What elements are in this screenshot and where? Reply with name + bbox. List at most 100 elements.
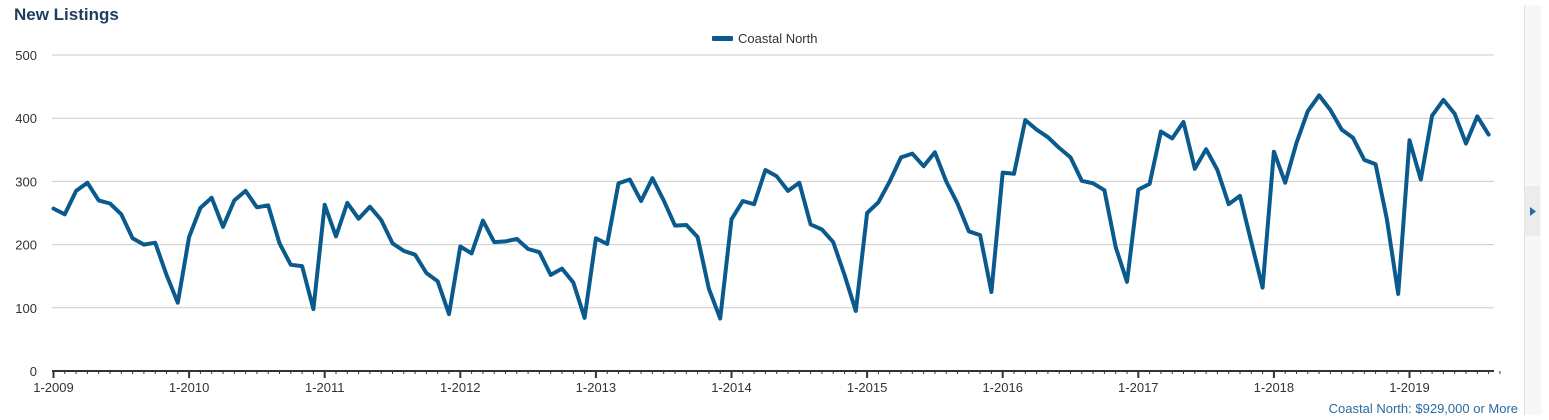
data-point[interactable] [1428,112,1436,120]
data-point[interactable] [95,196,103,204]
data-point[interactable] [1112,243,1120,251]
data-point[interactable] [1417,176,1425,184]
data-point[interactable] [1202,145,1210,153]
chart-legend[interactable]: Coastal North [712,31,817,46]
data-point[interactable] [1259,284,1267,292]
data-point[interactable] [886,177,894,185]
data-point[interactable] [1485,131,1493,139]
data-point[interactable] [920,162,928,170]
data-point[interactable] [1360,156,1368,164]
data-point[interactable] [648,174,656,182]
data-point[interactable] [863,209,871,217]
data-point[interactable] [1078,177,1086,185]
data-point[interactable] [1315,91,1323,99]
data-point[interactable] [434,277,442,285]
data-point[interactable] [287,261,295,269]
data-point[interactable] [276,239,284,247]
data-point[interactable] [535,248,543,256]
data-point[interactable] [603,240,611,248]
data-point[interactable] [61,210,69,218]
data-point[interactable] [1033,126,1041,134]
data-point[interactable] [185,233,193,241]
data-point[interactable] [739,197,747,205]
data-point[interactable] [999,169,1007,177]
data-point[interactable] [954,200,962,208]
data-point[interactable] [524,245,532,253]
data-point[interactable] [1180,118,1188,126]
data-point[interactable] [1067,153,1075,161]
data-point[interactable] [615,179,623,187]
data-point[interactable] [931,148,939,156]
data-point[interactable] [1338,126,1346,134]
data-point[interactable] [513,235,521,243]
data-point[interactable] [208,194,216,202]
data-point[interactable] [309,305,317,313]
data-point[interactable] [1247,238,1255,246]
data-point[interactable] [129,234,137,242]
data-point[interactable] [140,241,148,249]
data-point[interactable] [264,201,272,209]
data-point[interactable] [1304,107,1312,115]
data-point[interactable] [716,315,724,323]
data-point[interactable] [1281,179,1289,187]
data-point[interactable] [1055,144,1063,152]
data-point[interactable] [490,238,498,246]
data-point[interactable] [1044,133,1052,141]
data-point[interactable] [1134,186,1142,194]
data-point[interactable] [626,176,634,184]
data-point[interactable] [1451,110,1459,118]
data-point[interactable] [242,187,250,195]
data-point[interactable] [106,200,114,208]
data-point[interactable] [422,269,430,277]
data-point[interactable] [50,205,58,213]
data-point[interactable] [298,262,306,270]
data-point[interactable] [1406,136,1414,144]
data-point[interactable] [637,197,645,205]
data-point[interactable] [1293,139,1301,147]
data-point[interactable] [1146,180,1154,188]
data-point[interactable] [705,285,713,293]
series-line-coastal-north[interactable] [51,93,1491,321]
data-point[interactable] [366,203,374,211]
data-point[interactable] [897,153,905,161]
data-point[interactable] [987,288,995,296]
data-point[interactable] [874,198,882,206]
data-point[interactable] [1021,116,1029,124]
data-point[interactable] [1270,148,1278,156]
data-point[interactable] [230,196,238,204]
data-point[interactable] [784,187,792,195]
data-point[interactable] [942,177,950,185]
data-point[interactable] [807,220,815,228]
data-point[interactable] [795,179,803,187]
data-point[interactable] [1326,106,1334,114]
data-point[interactable] [196,204,204,212]
data-point[interactable] [1236,192,1244,200]
data-point[interactable] [547,271,555,279]
data-point[interactable] [671,222,679,230]
data-point[interactable] [1100,186,1108,194]
data-point[interactable] [1191,165,1199,173]
data-point[interactable] [83,179,91,187]
data-point[interactable] [151,239,159,247]
data-point[interactable] [694,233,702,241]
data-point[interactable] [445,310,453,318]
data-point[interactable] [1168,134,1176,142]
data-point[interactable] [174,299,182,307]
data-point[interactable] [1383,215,1391,223]
data-point[interactable] [761,166,769,174]
data-point[interactable] [468,249,476,257]
data-point[interactable] [456,242,464,250]
data-point[interactable] [818,225,826,233]
data-point[interactable] [321,201,329,209]
data-point[interactable] [355,215,363,223]
data-point[interactable] [558,265,566,273]
data-point[interactable] [389,239,397,247]
data-point[interactable] [117,210,125,218]
data-point[interactable] [400,247,408,255]
data-point[interactable] [1123,278,1131,286]
data-point[interactable] [1394,290,1402,298]
data-point[interactable] [1213,166,1221,174]
data-point[interactable] [163,271,171,279]
data-point[interactable] [1089,179,1097,187]
data-point[interactable] [852,307,860,315]
